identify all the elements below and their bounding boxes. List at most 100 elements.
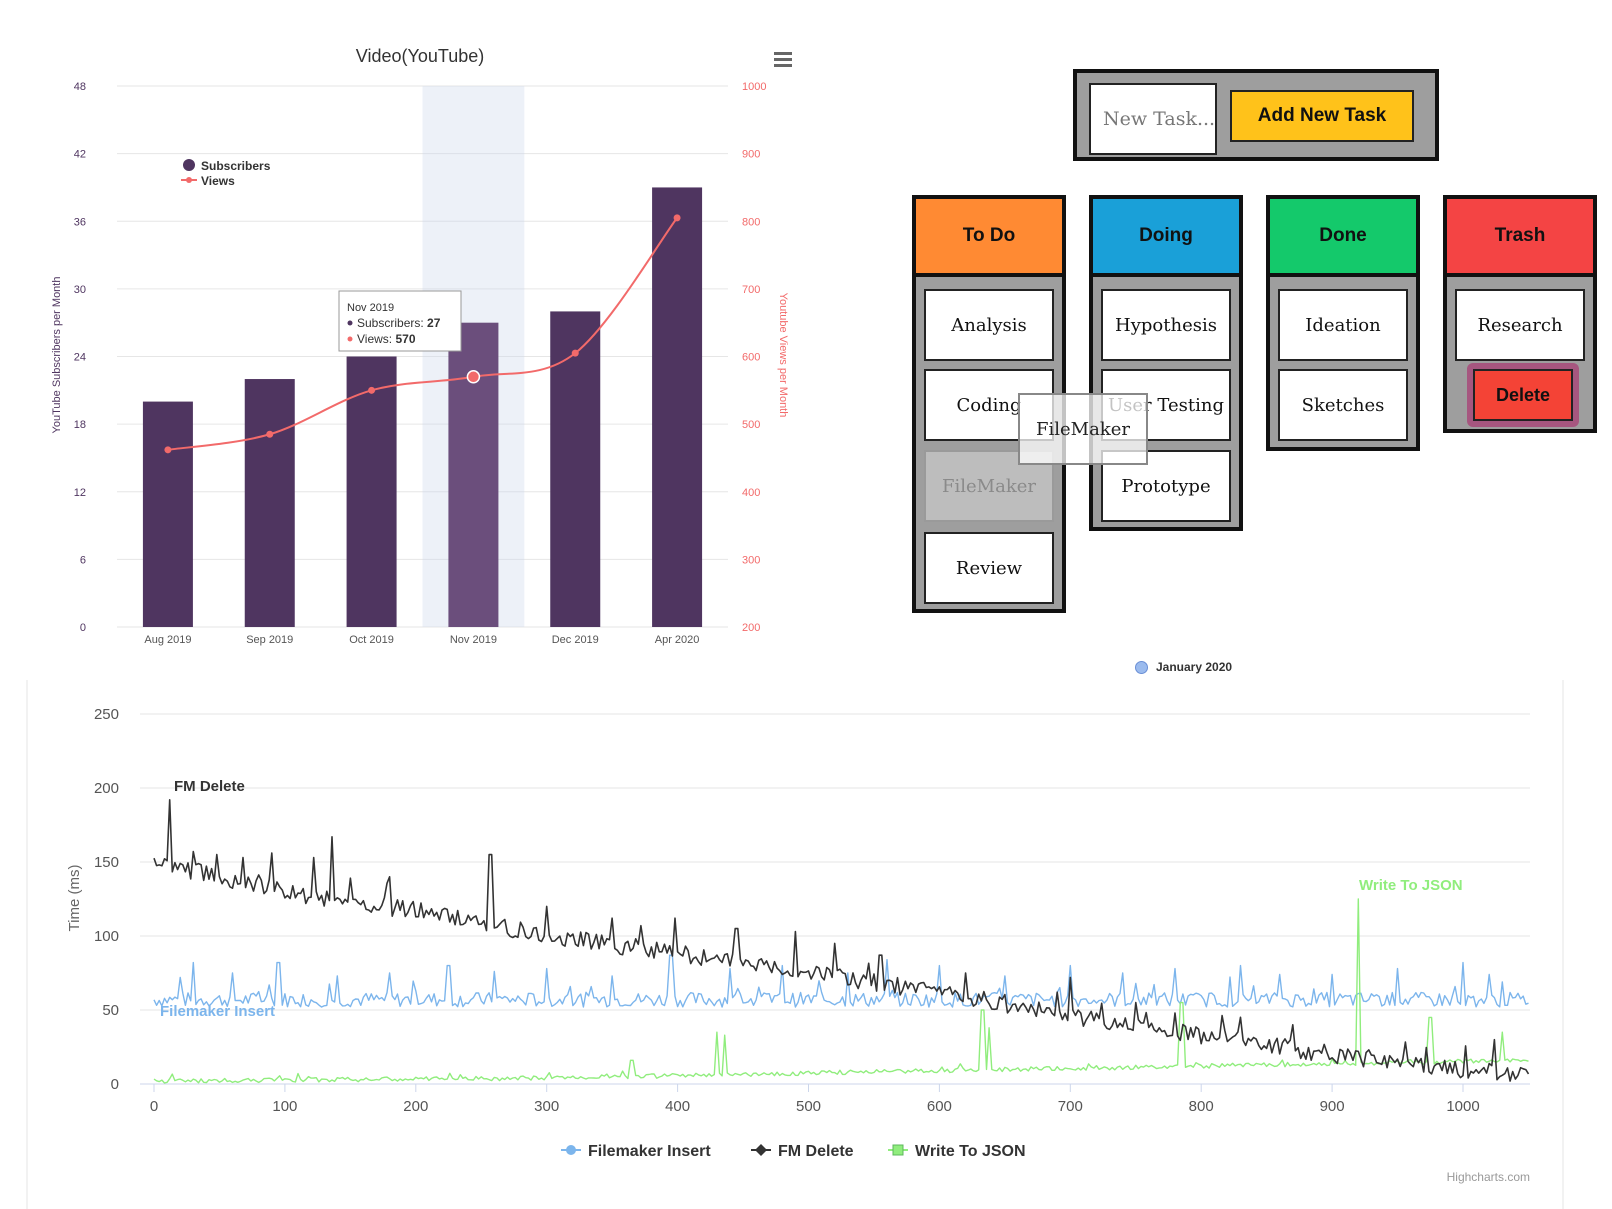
- month-legend-marker: [1135, 660, 1148, 674]
- tooltip-views-value: 570: [395, 332, 415, 346]
- y-tick-label: 12: [74, 487, 86, 499]
- point-views[interactable]: [673, 214, 681, 222]
- x-tick-label: 0: [150, 1098, 158, 1115]
- tooltip-subscribers-label: Subscribers:: [357, 316, 424, 330]
- legend-write-json-marker: [892, 1144, 904, 1156]
- point-views[interactable]: [266, 430, 274, 438]
- legend-fm-delete-marker: [755, 1144, 767, 1156]
- tooltip-title: Nov 2019: [347, 302, 394, 314]
- column-doing-header: Doing: [1093, 199, 1239, 277]
- x-tick-label: 1000: [1446, 1098, 1479, 1115]
- point-views[interactable]: [368, 386, 376, 394]
- bar-subscribers[interactable]: [142, 401, 193, 627]
- x-tick-label: Dec 2019: [552, 634, 599, 646]
- point-views[interactable]: [466, 370, 481, 384]
- line-filemaker-insert[interactable]: [153, 954, 1529, 1008]
- hamburger-menu-icon[interactable]: [774, 52, 792, 67]
- annotation-fm-delete: FM Delete: [174, 778, 245, 795]
- bar-subscribers[interactable]: [244, 379, 295, 627]
- legend-filemaker-insert-label[interactable]: Filemaker Insert: [588, 1143, 711, 1160]
- x-tick-label: 400: [665, 1098, 690, 1115]
- card-analysis[interactable]: Analysis: [924, 289, 1054, 361]
- tooltip-views-label: Views:: [357, 332, 392, 346]
- x-tick-label: 100: [272, 1098, 297, 1115]
- chart-tooltip: Nov 2019 Subscribers: 27 Views: 570: [338, 290, 462, 352]
- column-done-header: Done: [1270, 199, 1416, 277]
- legend-filemaker-insert-marker: [566, 1145, 576, 1155]
- y-axis-title: Time (ms): [66, 865, 83, 932]
- y-tick-label: 6: [80, 554, 86, 566]
- highcharts-credit[interactable]: Highcharts.com: [1447, 1170, 1530, 1184]
- y2-tick-label: 300: [742, 554, 760, 566]
- point-views[interactable]: [164, 446, 172, 454]
- card-research[interactable]: Research: [1455, 289, 1585, 361]
- bar-subscribers[interactable]: [448, 322, 499, 627]
- annotation-filemaker-insert: Filemaker Insert: [160, 1003, 275, 1020]
- x-tick-label: 300: [534, 1098, 559, 1115]
- y-tick-label: 42: [74, 149, 86, 161]
- month-legend[interactable]: January 2020: [1135, 660, 1232, 674]
- line-fm-delete[interactable]: [153, 799, 1530, 1082]
- legend-write-json-label[interactable]: Write To JSON: [915, 1143, 1026, 1160]
- youtube-chart: Video(YouTube) 0 6 12 18 24 30 36 42 48 200 300 40…: [51, 46, 792, 646]
- add-task-panel: Add New Task: [1073, 69, 1439, 161]
- x-tick-label: 500: [796, 1098, 821, 1115]
- annotation-write-to-json: Write To JSON: [1359, 877, 1463, 894]
- card-review[interactable]: Review: [924, 532, 1054, 604]
- x-tick-label: 700: [1058, 1098, 1083, 1115]
- point-views[interactable]: [571, 349, 579, 357]
- x-tick-label: 600: [927, 1098, 952, 1115]
- x-tick-label: Oct 2019: [349, 634, 394, 646]
- x-tick-label: 900: [1320, 1098, 1345, 1115]
- legend-views-marker: [186, 177, 192, 183]
- bar-subscribers[interactable]: [346, 356, 397, 628]
- y-tick-label: 48: [74, 81, 86, 93]
- dragging-card[interactable]: FileMaker: [1018, 393, 1148, 465]
- y2-axis-title: Youtube Views per Month: [777, 293, 789, 418]
- delete-button[interactable]: Delete: [1473, 369, 1573, 421]
- y2-tick-label: 400: [742, 487, 760, 499]
- x-tick-label: Nov 2019: [450, 634, 497, 646]
- y-tick-label: 36: [74, 216, 86, 228]
- y-tick-label: 0: [111, 1076, 119, 1093]
- card-sketches[interactable]: Sketches: [1278, 369, 1408, 441]
- performance-chart: 0 50 100 150 200 250 0 100 200 300 400 500 600 700 80…: [26, 680, 1564, 1209]
- legend-subscribers-marker: [183, 159, 195, 171]
- y-tick-label: 24: [74, 352, 86, 364]
- y-tick-label: 0: [80, 622, 86, 634]
- column-done: Done Ideation Sketches: [1266, 195, 1420, 451]
- legend-fm-delete-label[interactable]: FM Delete: [778, 1143, 854, 1160]
- y2-tick-label: 800: [742, 216, 760, 228]
- y-tick-label: 18: [74, 419, 86, 431]
- column-todo-header: To Do: [916, 199, 1062, 277]
- y-tick-label: 250: [94, 706, 119, 723]
- add-new-task-button[interactable]: Add New Task: [1230, 90, 1414, 142]
- card-ideation[interactable]: Ideation: [1278, 289, 1408, 361]
- line-write-to-json[interactable]: [153, 898, 1529, 1084]
- x-tick-label: Aug 2019: [144, 634, 191, 646]
- card-hypothesis[interactable]: Hypothesis: [1101, 289, 1231, 361]
- y2-tick-label: 500: [742, 419, 760, 431]
- y-tick-label: 150: [94, 854, 119, 871]
- new-task-input[interactable]: [1089, 83, 1217, 155]
- y-tick-label: 30: [74, 284, 86, 296]
- legend-subscribers-label[interactable]: Subscribers: [201, 159, 271, 173]
- column-doing: Doing Hypothesis User Testing Prototype: [1089, 195, 1243, 531]
- y-tick-label: 200: [94, 780, 119, 797]
- bar-subscribers[interactable]: [652, 187, 703, 627]
- y-axis-title: YouTube Subscribers per Month: [51, 277, 63, 434]
- svg-text:Subscribers: 27: Subscribers: 27: [357, 316, 441, 330]
- chart-legend: Filemaker Insert FM Delete Write To JSON: [561, 1143, 1026, 1160]
- y-tick-label: 50: [102, 1002, 119, 1019]
- x-tick-label: Apr 2020: [655, 634, 700, 646]
- bar-subscribers[interactable]: [550, 311, 601, 627]
- legend-views-label[interactable]: Views: [201, 174, 235, 188]
- x-tick-label: Sep 2019: [246, 634, 293, 646]
- y2-tick-label: 700: [742, 284, 760, 296]
- x-tick-label: 800: [1189, 1098, 1214, 1115]
- line-views[interactable]: [167, 217, 678, 451]
- tooltip-subscribers-value: 27: [427, 316, 441, 330]
- y2-tick-label: 600: [742, 352, 760, 364]
- month-legend-label: January 2020: [1156, 660, 1233, 674]
- x-tick-label: 200: [403, 1098, 428, 1115]
